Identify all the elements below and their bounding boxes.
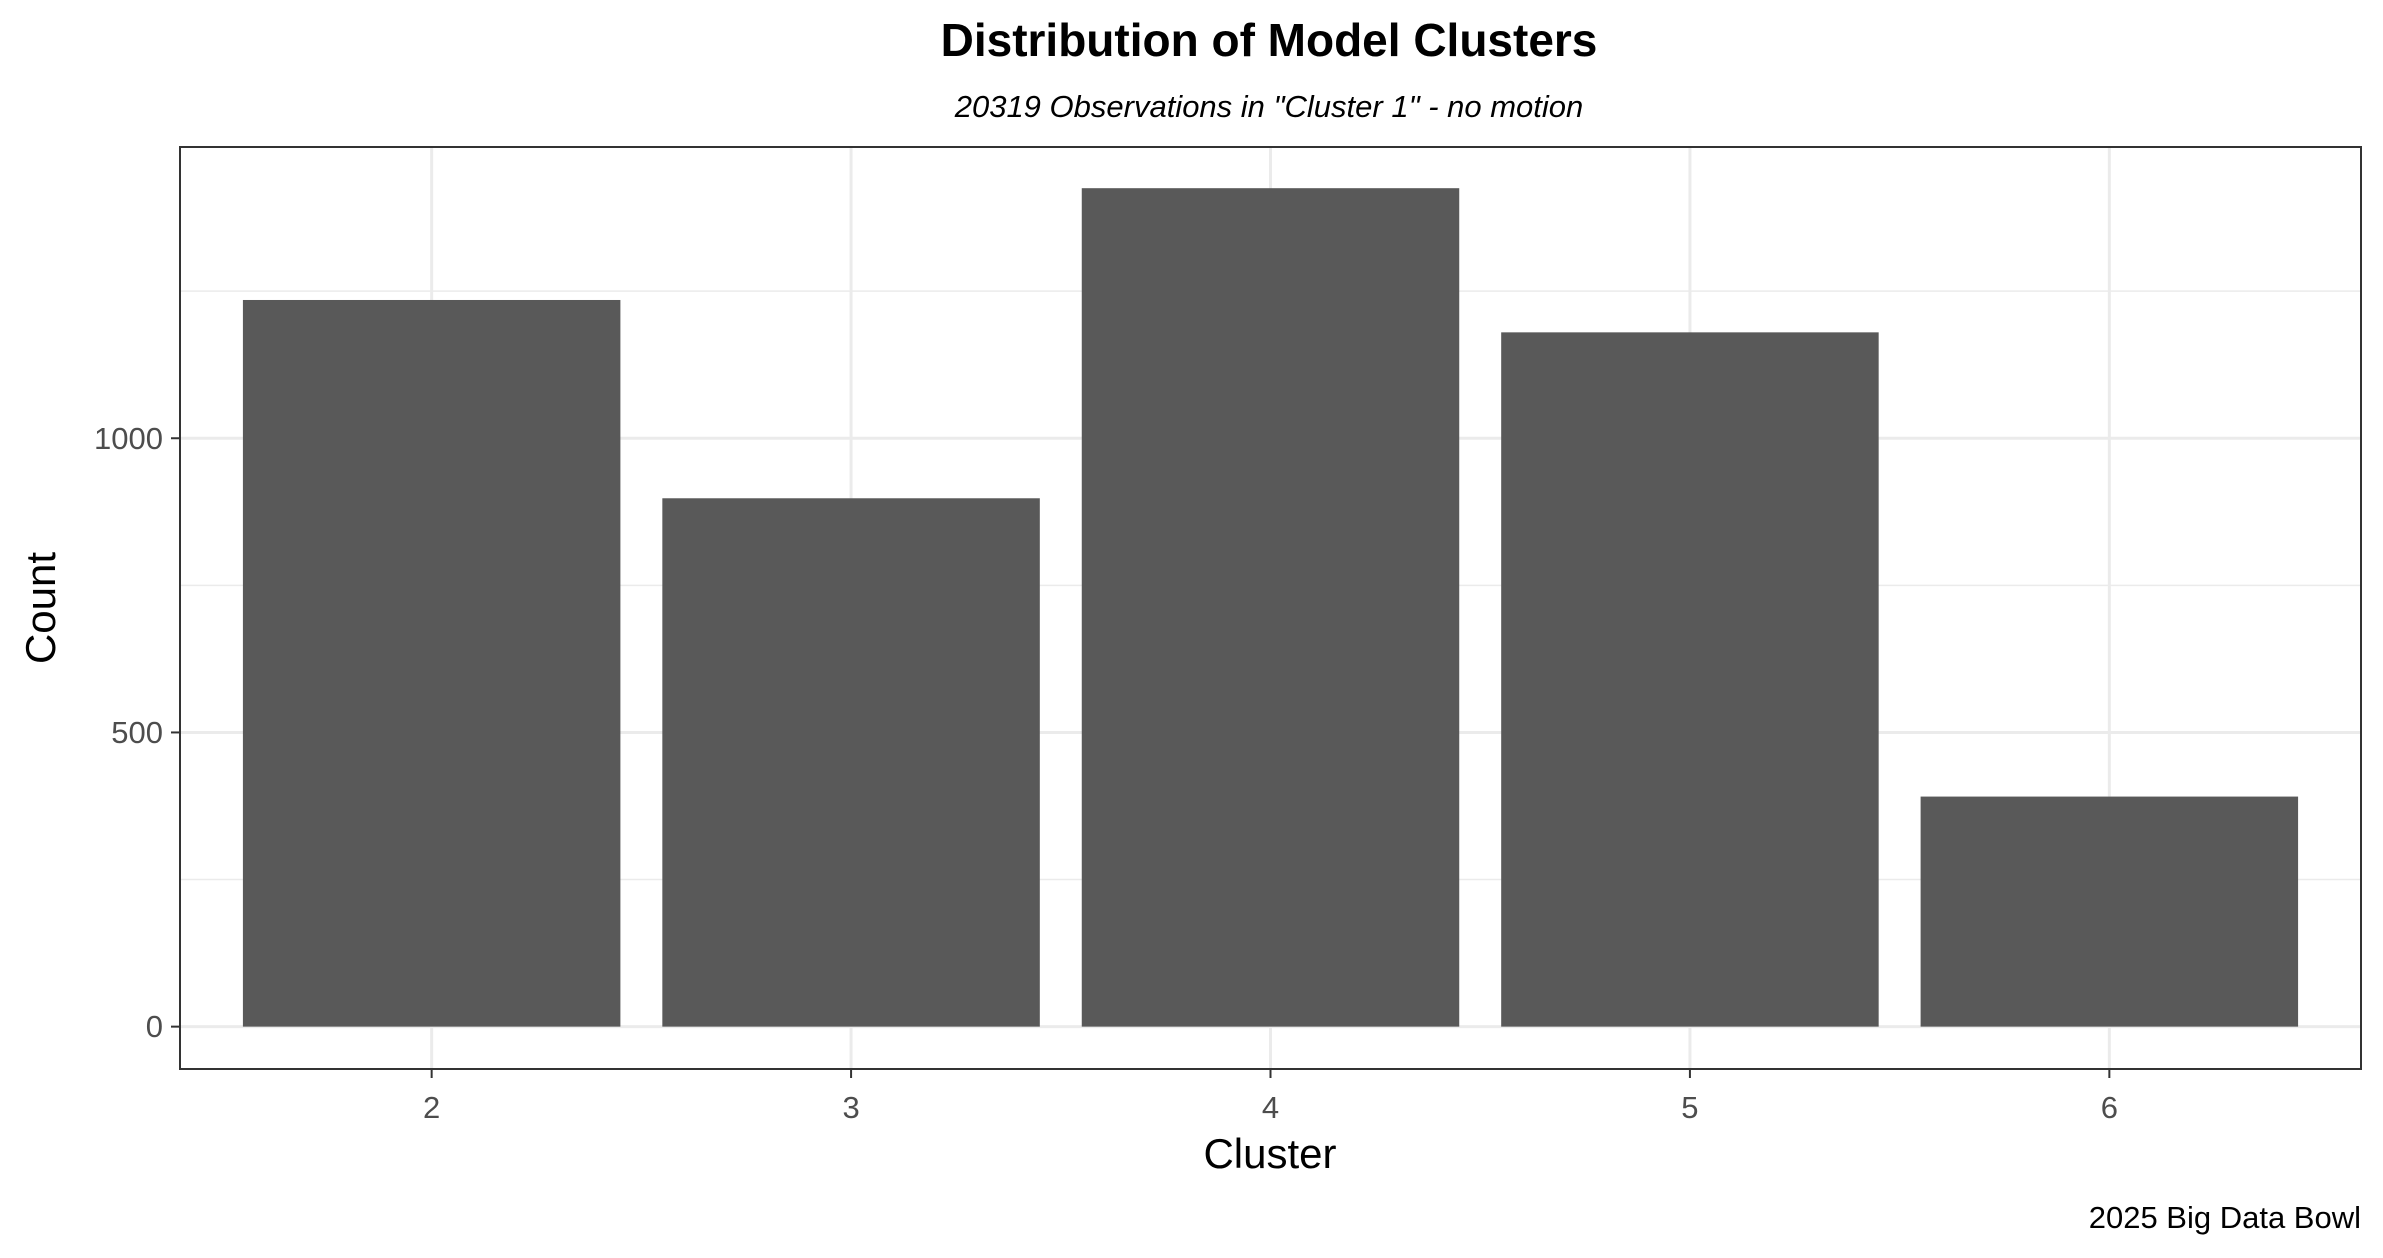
x-tick-label: 4	[1262, 1090, 1279, 1125]
bar-cluster-4	[1081, 188, 1460, 1027]
x-tick-label: 2	[423, 1090, 440, 1125]
bar-cluster-5	[1501, 332, 1879, 1027]
plot-area: 0 500 1000 2 3 4 5 6	[94, 146, 2362, 1125]
chart-subtitle: 20319 Observations in "Cluster 1" - no m…	[954, 89, 1584, 124]
bar-cluster-6	[1920, 796, 2299, 1027]
chart-caption: 2025 Big Data Bowl	[2089, 1200, 2361, 1235]
bar-cluster-3	[662, 498, 1040, 1027]
x-axis-title: Cluster	[1203, 1130, 1336, 1177]
y-tick-label: 0	[146, 1009, 163, 1044]
chart-title: Distribution of Model Clusters	[941, 14, 1598, 66]
bar-cluster-2	[242, 299, 621, 1027]
x-tick-label: 6	[2101, 1090, 2118, 1125]
x-tick-label: 3	[842, 1090, 859, 1125]
y-tick-label: 1000	[94, 421, 163, 456]
y-tick-label: 500	[111, 715, 163, 750]
x-tick-label: 5	[1681, 1090, 1698, 1125]
y-axis-title: Count	[17, 552, 64, 664]
